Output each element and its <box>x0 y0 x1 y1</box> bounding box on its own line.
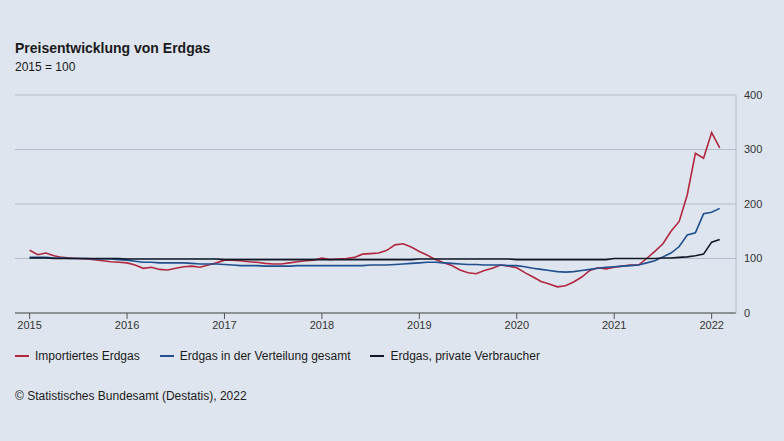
svg-text:2019: 2019 <box>407 319 431 331</box>
svg-text:300: 300 <box>744 143 762 155</box>
svg-text:100: 100 <box>744 252 762 264</box>
html-text:Importiertes Erdgas: Importiertes Erdgas <box>35 349 140 363</box>
svg-text:2017: 2017 <box>212 319 236 331</box>
svg-text:0: 0 <box>744 307 750 319</box>
svg-text:2015: 2015 <box>17 319 41 331</box>
html-text:© Statistisches Bundesamt (Des: © Statistisches Bundesamt (Destatis), 20… <box>15 389 247 403</box>
svg-text:2016: 2016 <box>115 319 139 331</box>
svg-text:2020: 2020 <box>505 319 529 331</box>
svg-text:2022: 2022 <box>699 319 723 331</box>
svg-text:2018: 2018 <box>310 319 334 331</box>
svg-text:400: 400 <box>744 89 762 101</box>
html-text:Erdgas, private Verbraucher: Erdgas, private Verbraucher <box>390 349 540 363</box>
html-text:Erdgas in der Verteilung gesam: Erdgas in der Verteilung gesamt <box>179 349 351 363</box>
html-text:2015 = 100: 2015 = 100 <box>15 60 76 74</box>
html-text:Preisentwicklung von Erdgas: Preisentwicklung von Erdgas <box>15 40 211 56</box>
svg-text:200: 200 <box>744 198 762 210</box>
svg-text:2021: 2021 <box>602 319 626 331</box>
